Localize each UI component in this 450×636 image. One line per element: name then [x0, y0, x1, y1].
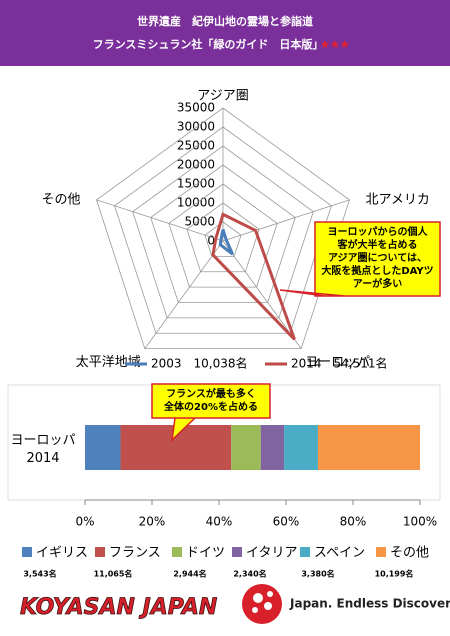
r-tick-label: 20000: [177, 158, 215, 172]
legend-swatch: [22, 547, 32, 557]
bar-segment: [231, 425, 261, 470]
legend-swatch: [376, 547, 386, 557]
subtitle: フランスミシュラン社「緑のガイド 日本版」: [93, 37, 324, 51]
spoke: [222, 199, 350, 242]
grid-line: [168, 183, 278, 288]
r-tick-label: 15000: [177, 177, 215, 191]
grid-line: [204, 221, 242, 257]
legend-label: フランス: [109, 546, 161, 561]
callout-text: 全体の20%を占める: [163, 400, 258, 413]
r-tick-label: 25000: [177, 139, 215, 153]
r-tick-label: 5000: [184, 215, 215, 229]
series-line: [211, 212, 296, 341]
count-label: 2,944名: [173, 569, 206, 579]
bar-chart: 0% 20% 40% 60% 80% 100% イギリス 3,543名 フランス 11,065名 ド…: [7, 383, 441, 579]
callout-box: [151, 383, 271, 443]
series-line: [218, 229, 234, 256]
legend-label: イタリア: [246, 546, 297, 561]
r-tick-label: 10000: [177, 196, 215, 210]
header-band: [0, 0, 450, 66]
legend-swatch: [95, 547, 105, 557]
callout-text: アーが多い: [353, 277, 402, 290]
count-label: 11,065名: [94, 569, 133, 579]
legend-label: その他: [390, 546, 429, 561]
count-label: 10,199名: [375, 569, 414, 579]
brand: Japan. Endless Discovery.: [289, 597, 450, 611]
callout-text: 大阪を拠点としたDAYツ: [321, 264, 433, 277]
bar-segment: [284, 425, 318, 470]
logo: KOYASAN JAPAN: [20, 595, 217, 620]
count-label: 3,380名: [301, 569, 334, 579]
x-tick-label: 100%: [403, 515, 437, 529]
grid-line: [114, 126, 332, 334]
callout-box: [279, 221, 441, 297]
grid-line: [186, 202, 260, 273]
spoke: [144, 240, 224, 349]
grid-line: [96, 107, 350, 349]
legend-swatch: [300, 547, 310, 557]
radar-chart: 0 5000 10000 15000 20000 25000 30000 35000アジア圏北…: [41, 89, 441, 371]
legend-swatch: [172, 547, 182, 557]
count-label: 2,340名: [233, 569, 266, 579]
category-label: アジア圏: [197, 89, 248, 104]
r-tick-label: 35000: [177, 101, 215, 115]
r-tick-label: 0: [207, 234, 215, 248]
category-label: 太平洋地域: [76, 355, 141, 370]
category-label: ヨーロッパ: [305, 355, 370, 370]
title: 世界遺産 紀伊山地の霊場と参詣道: [137, 14, 313, 28]
stars: ★★★: [320, 38, 350, 51]
callout-text: フランスが最も多く: [166, 387, 256, 400]
legend-label: スペイン: [314, 546, 365, 561]
x-tick-label: 80%: [340, 515, 367, 529]
spoke: [96, 199, 224, 242]
legend-swatch: [232, 547, 242, 557]
bar-segment: [317, 425, 421, 470]
count-label: 3,543名: [23, 569, 56, 579]
r-tick-label: 30000: [177, 120, 215, 134]
x-tick-label: 20%: [139, 515, 166, 529]
category-label: その他: [41, 192, 80, 207]
grid-line: [150, 164, 296, 303]
callout-text: 客が大半を占める: [337, 238, 418, 251]
legend-label: イギリス: [36, 546, 88, 561]
callout-text: ヨーロッパからの個人: [328, 225, 429, 238]
x-tick-label: 0%: [75, 515, 94, 529]
bar-segment: [260, 425, 285, 470]
legend-label: 2003 10,038名: [151, 356, 248, 371]
category-label: 北アメリカ: [365, 192, 429, 207]
callout-text: アジア圏については、: [328, 252, 427, 264]
legend-label: 2014 54,511名: [291, 356, 388, 371]
brand-mark: [242, 584, 282, 624]
x-tick-label: 40%: [206, 515, 233, 529]
x-tick-label: 60%: [273, 515, 300, 529]
category-label: ヨーロッパ 2014: [10, 433, 76, 466]
bar-segment: [85, 425, 121, 470]
grid-line: [132, 145, 314, 319]
legend-label: ドイツ: [186, 546, 225, 561]
